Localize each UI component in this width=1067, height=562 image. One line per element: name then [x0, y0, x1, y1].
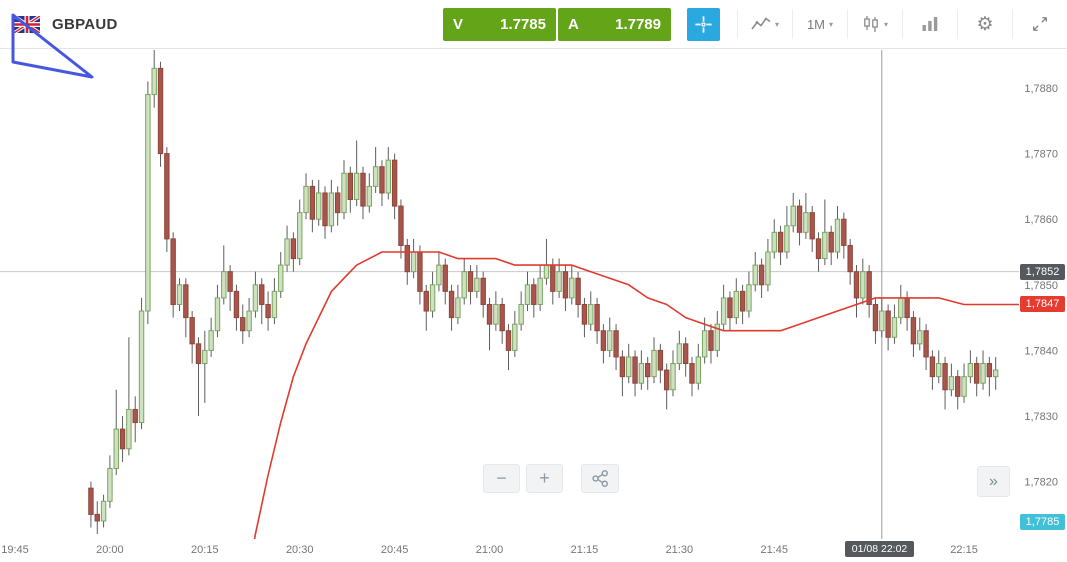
buy-price-value: 1.7789: [615, 16, 661, 33]
interval-label: 1M: [806, 16, 826, 32]
expand-panel-button[interactable]: »: [977, 466, 1010, 497]
buy-button-label: A: [568, 16, 579, 33]
svg-text:21:00: 21:00: [476, 544, 504, 556]
gear-icon: ⚙: [976, 13, 994, 35]
trade-buttons: V 1.7785 A 1.7789: [443, 8, 720, 41]
svg-text:1,7840: 1,7840: [1024, 345, 1058, 357]
caret-down-icon: ▾: [829, 19, 834, 29]
sell-price-value: 1.7785: [500, 16, 546, 33]
svg-text:20:00: 20:00: [96, 544, 124, 556]
svg-text:19:45: 19:45: [1, 544, 29, 556]
time-marker-badge: 01/08 22:02: [844, 541, 915, 557]
candlestick-icon: [864, 16, 878, 32]
settings-button[interactable]: ⚙: [957, 9, 1012, 39]
last-price-badge: 1,7852: [1020, 263, 1065, 280]
svg-text:20:15: 20:15: [191, 544, 219, 556]
instrument-brand: GBPAUD: [14, 0, 118, 48]
share-button[interactable]: [581, 464, 619, 493]
svg-text:1,7880: 1,7880: [1024, 83, 1058, 95]
chart-topbar: GBPAUD V 1.7785 A 1.7789: [0, 0, 1067, 49]
svg-text:20:30: 20:30: [286, 544, 314, 556]
svg-text:22:15: 22:15: [950, 544, 978, 556]
caret-down-icon: ▾: [883, 19, 888, 29]
sell-button-label: V: [453, 16, 464, 33]
zoom-in-button[interactable]: +: [526, 464, 563, 493]
indicators-button[interactable]: [902, 9, 957, 39]
sell-price-badge: 1,7785: [1020, 514, 1065, 530]
sell-button[interactable]: V 1.7785: [443, 8, 556, 41]
histogram-icon: [922, 17, 938, 31]
share-icon: [591, 470, 608, 487]
zoom-out-button[interactable]: −: [483, 464, 520, 493]
ma-value-badge: 1,7847: [1020, 296, 1065, 313]
svg-text:21:30: 21:30: [666, 544, 694, 556]
crosshair-icon: [695, 16, 712, 33]
svg-text:1,7870: 1,7870: [1024, 149, 1058, 161]
fullscreen-button[interactable]: [1012, 9, 1067, 39]
svg-text:21:45: 21:45: [760, 544, 788, 556]
buy-button[interactable]: A 1.7789: [558, 8, 671, 41]
crosshair-button[interactable]: [687, 8, 720, 41]
gbpaud-flag-icon: [14, 15, 40, 33]
line-chart-icon: [751, 17, 771, 30]
svg-text:1,7850: 1,7850: [1024, 280, 1058, 292]
symbol-title: GBPAUD: [52, 15, 118, 33]
svg-text:1,7820: 1,7820: [1024, 477, 1058, 489]
svg-text:1,7830: 1,7830: [1024, 411, 1058, 423]
candle-style-button[interactable]: ▾: [847, 9, 902, 39]
interval-button[interactable]: 1M ▾: [792, 9, 847, 39]
chart-toolbar: ▾ 1M ▾ ▾: [737, 0, 1067, 48]
svg-text:20:45: 20:45: [381, 544, 409, 556]
expand-arrows-icon: [1032, 16, 1048, 32]
chart-type-button[interactable]: ▾: [737, 9, 792, 39]
svg-text:21:15: 21:15: [571, 544, 599, 556]
caret-down-icon: ▾: [774, 19, 779, 29]
svg-text:1,7860: 1,7860: [1024, 214, 1058, 226]
